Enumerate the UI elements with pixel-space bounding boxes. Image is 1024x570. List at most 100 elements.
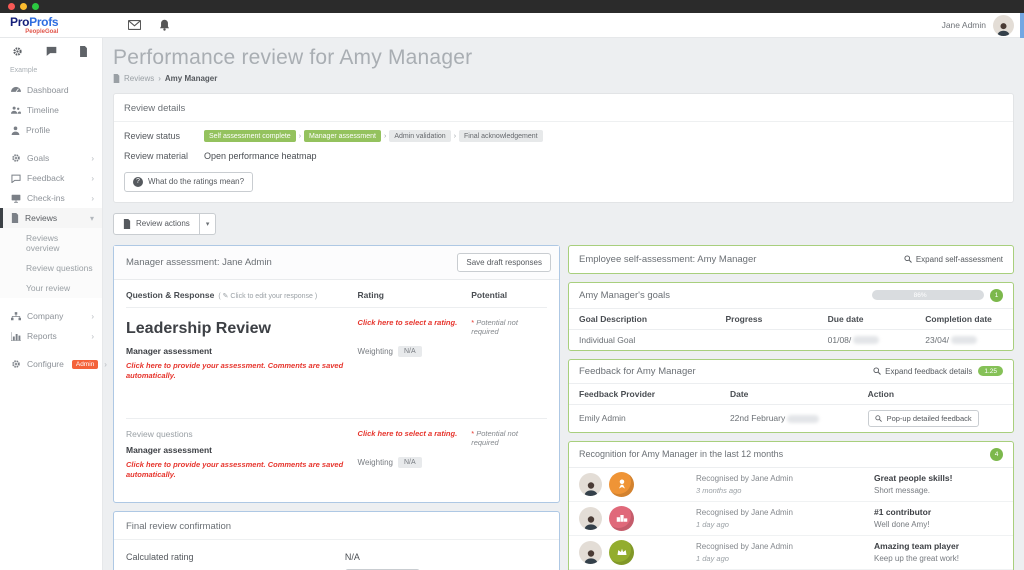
goals-shortcut-icon[interactable]	[12, 46, 23, 57]
configure-gear-icon	[11, 359, 21, 369]
recognised-by: Recognised by Jane Admin	[696, 507, 793, 517]
status-badge: Manager assessment	[304, 130, 381, 142]
sidebar-item-label: Company	[27, 311, 64, 321]
weighting-value-badge: N/A	[397, 345, 422, 357]
main-content: Performance review for Amy Manager Revie…	[103, 38, 1024, 570]
assessment-row: Leadership Review Manager assessment Cli…	[126, 308, 547, 418]
proprofs-logo[interactable]: ProProfs PeopleGoal	[10, 14, 59, 35]
status-separator: ›	[453, 132, 457, 140]
avatar	[579, 540, 602, 564]
recognition-title-text: Great people skills!	[874, 473, 953, 483]
goals-icon	[11, 153, 21, 163]
self-assessment-title: Employee self-assessment: Amy Manager	[579, 253, 757, 265]
feedback-shortcut-icon[interactable]	[46, 46, 57, 57]
feedback-table: Feedback Provider Date Action Emily Admi…	[569, 382, 1013, 432]
goals-card: Amy Manager's goals 86% 1	[568, 281, 1014, 351]
provide-assessment-link[interactable]: Click here to provide your assessment. C…	[126, 360, 344, 380]
recognition-message: Well done Amy!	[874, 520, 930, 529]
chevron-right-icon: ›	[104, 359, 107, 369]
breadcrumb-reviews[interactable]: Reviews	[124, 74, 155, 83]
window-close-button[interactable]	[8, 3, 15, 10]
sidebar-item-dashboard[interactable]: Dashboard	[0, 80, 102, 100]
messages-icon[interactable]	[128, 20, 142, 30]
sidebar-item-label: Check-ins	[27, 193, 65, 203]
status-separator: ›	[383, 132, 387, 140]
sidebar-item-reports[interactable]: Reports ›	[0, 326, 102, 346]
notifications-bell-icon[interactable]	[159, 19, 170, 31]
edit-response-hint[interactable]: ( ✎ Click to edit your response )	[218, 292, 318, 300]
current-user-name[interactable]: Jane Admin	[941, 20, 986, 30]
expand-feedback-link[interactable]: Expand feedback details	[873, 367, 972, 376]
sidebar-item-configure[interactable]: Configure Admin ›	[0, 354, 107, 374]
calculated-rating-row: Calculated rating N/A Re-calculate	[126, 552, 547, 570]
logo-pro: Pro	[10, 14, 30, 29]
feedback-score-badge: 1.25	[978, 366, 1003, 376]
feedback-col-date: Date	[719, 382, 858, 405]
save-draft-responses-button[interactable]: Save draft responses	[457, 252, 551, 272]
sidebar-item-feedback[interactable]: Feedback ›	[0, 168, 102, 188]
popup-detailed-feedback-label: Pop-up detailed feedback	[886, 413, 972, 423]
reviews-shortcut-icon[interactable]	[79, 46, 88, 57]
chevron-right-icon: ›	[91, 311, 94, 321]
sidebar-item-label: Dashboard	[27, 85, 69, 95]
popup-detailed-feedback-button[interactable]: Pop-up detailed feedback	[867, 409, 979, 427]
manager-assessment-title: Manager assessment: Jane Admin	[126, 256, 272, 268]
weighting-label: Weighting	[357, 346, 393, 356]
window-maximize-button[interactable]	[32, 3, 39, 10]
expand-self-assessment-link[interactable]: Expand self-assessment	[904, 255, 1003, 264]
question-response-header: Question & Response( ✎ Click to edit you…	[126, 290, 358, 300]
goals-col-due: Due date	[817, 307, 916, 330]
sidebar-item-goals[interactable]: Goals ›	[0, 148, 102, 168]
ratings-help-label: What do the ratings mean?	[148, 177, 245, 186]
file-icon	[123, 218, 131, 229]
ratings-help-button[interactable]: ? What do the ratings mean?	[124, 171, 254, 192]
provide-assessment-link[interactable]: Click here to provide your assessment. C…	[126, 459, 344, 479]
recognition-item: Recognised by Jane Admin 1 day ago #1 co…	[569, 502, 1013, 536]
goal-row[interactable]: Individual Goal 86% 01/08/ 23/04/	[569, 329, 1013, 350]
chevron-right-icon: ›	[91, 173, 94, 183]
breadcrumb-separator: ›	[158, 74, 161, 83]
sidebar-item-label: Timeline	[27, 105, 59, 115]
window-minimize-button[interactable]	[20, 3, 27, 10]
review-actions-caret-button[interactable]: ▾	[199, 212, 217, 235]
potential-note-text: Potential not required	[471, 428, 518, 447]
recognised-by: Recognised by Jane Admin	[696, 541, 793, 551]
app-header: ProProfs PeopleGoal Jane Admin	[0, 13, 1024, 38]
sidebar-item-company[interactable]: Company ›	[0, 306, 102, 326]
feedback-col-action: Action	[857, 382, 1013, 405]
potential-note: * Potential not required	[471, 318, 547, 336]
sidebar-subitem-review-questions[interactable]: Review questions	[0, 258, 102, 278]
sidebar-item-reviews[interactable]: Reviews ▾	[0, 208, 102, 228]
status-badge: Self assessment complete	[204, 130, 296, 142]
sidebar-item-profile[interactable]: Profile	[0, 120, 102, 140]
sidebar-item-label: Configure	[27, 359, 64, 369]
calculated-rating-label: Calculated rating	[126, 551, 194, 562]
sidebar-item-checkins[interactable]: Check-ins ›	[0, 188, 102, 208]
recognition-item: Recognised by Jane Admin 3 months ago Gr…	[569, 468, 1013, 502]
rating-header: Rating	[357, 289, 384, 300]
scrollbar-thumb[interactable]	[1020, 13, 1024, 38]
review-material-label: Review material	[124, 151, 189, 161]
manager-assessment-card: Manager assessment: Jane Admin Save draf…	[113, 244, 560, 503]
redacted-year	[950, 336, 977, 345]
user-avatar[interactable]	[993, 14, 1014, 36]
open-heatmap-link[interactable]: Open performance heatmap	[204, 151, 317, 161]
sidebar-subitem-label: Review questions	[26, 263, 93, 273]
feedback-title: Feedback for Amy Manager	[579, 365, 696, 377]
select-rating-link[interactable]: Click here to select a rating.	[357, 317, 458, 327]
recognition-title: Recognition for Amy Manager in the last …	[579, 449, 784, 459]
recognition-card: Recognition for Amy Manager in the last …	[568, 440, 1014, 570]
feedback-date: 22nd February	[720, 404, 858, 432]
search-icon	[873, 367, 882, 375]
sidebar-subitem-your-review[interactable]: Your review	[0, 278, 102, 298]
sidebar-subitem-reviews-overview[interactable]: Reviews overview	[0, 228, 102, 258]
review-status-label: Review status	[124, 131, 181, 141]
review-section-title: Leadership Review	[126, 319, 271, 337]
select-rating-link[interactable]: Click here to select a rating.	[357, 428, 458, 438]
search-icon	[874, 414, 882, 422]
award-icon	[609, 471, 634, 497]
review-actions-button[interactable]: Review actions	[113, 212, 200, 235]
review-actions-label: Review actions	[136, 219, 190, 228]
sidebar-item-timeline[interactable]: Timeline	[0, 100, 102, 120]
